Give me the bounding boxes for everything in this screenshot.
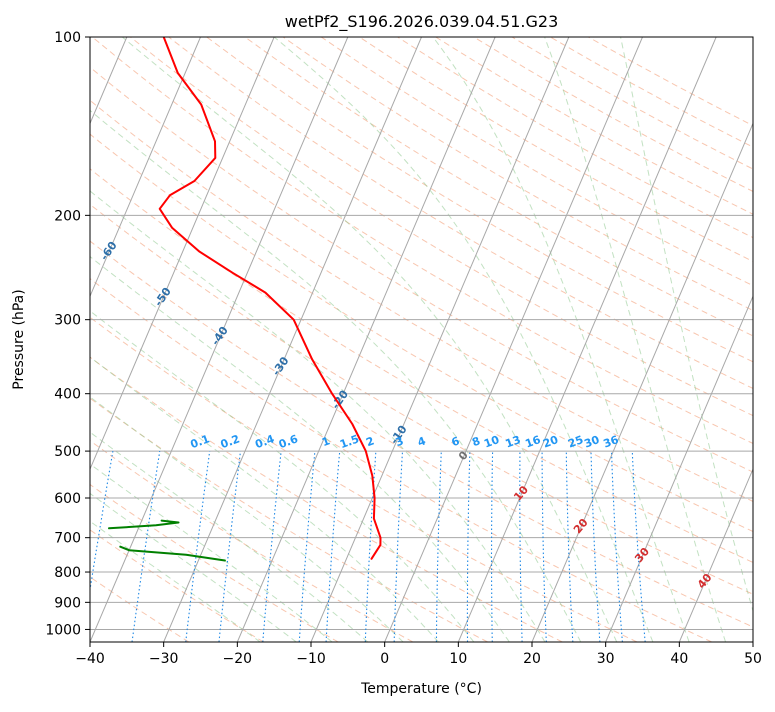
moist-adiabat-line bbox=[0, 37, 545, 642]
dry-adiabat-line bbox=[207, 37, 775, 642]
moist-adiabat-line bbox=[0, 150, 296, 642]
dry-adiabat-line bbox=[283, 37, 775, 642]
mixing-ratio-line bbox=[591, 451, 600, 642]
dry-adiabat-label: -80 bbox=[0, 145, 12, 169]
moist-adiabat-label: 30 bbox=[632, 545, 652, 565]
moist-adiabat-line bbox=[0, 37, 474, 642]
dry-adiabat-line bbox=[0, 37, 712, 642]
y-axis-title: Pressure (hPa) bbox=[11, 289, 27, 389]
x-tick-label: −40 bbox=[75, 651, 105, 667]
x-tick-label: 20 bbox=[523, 651, 541, 667]
mixing-ratio-label: 0.1 bbox=[189, 432, 212, 451]
y-tick-label: 1000 bbox=[45, 622, 81, 638]
dry-adiabat-line bbox=[0, 37, 775, 642]
dry-adiabat-line bbox=[0, 37, 338, 642]
x-axis-title: Temperature (°C) bbox=[360, 681, 482, 697]
dry-adiabat-label: -40 bbox=[209, 324, 231, 348]
x-tick-label: 30 bbox=[597, 651, 615, 667]
line-labels: -100-90-80-70-60-50-40-30-20-100.10.20.4… bbox=[0, 46, 715, 591]
moist-adiabat-line bbox=[433, 37, 689, 642]
mixing-ratio-line bbox=[436, 451, 441, 642]
moist-adiabat-line bbox=[545, 37, 726, 642]
mixing-ratio-line bbox=[566, 451, 573, 642]
x-tick-label: −30 bbox=[149, 651, 179, 667]
dry-adiabat-line bbox=[0, 37, 413, 642]
y-tick-label: 500 bbox=[54, 444, 81, 460]
mixing-ratio-line bbox=[467, 451, 470, 642]
mixing-ratio-line bbox=[365, 451, 376, 642]
y-tick-label: 200 bbox=[54, 208, 81, 224]
dry-adiabat-line bbox=[0, 37, 488, 642]
isotherm-line bbox=[385, 37, 643, 642]
dry-adiabat-line bbox=[588, 37, 775, 642]
mixing-ratio-line bbox=[612, 451, 623, 642]
dewpoint-profile-line bbox=[109, 521, 179, 529]
mixing-ratio-line bbox=[186, 451, 210, 642]
dry-adiabat-label: -20 bbox=[329, 388, 351, 412]
temperature-profile-line bbox=[160, 37, 381, 559]
sounding-profiles bbox=[0, 37, 381, 561]
background-lines bbox=[0, 37, 775, 642]
isotherm-line bbox=[753, 37, 775, 642]
dry-adiabat-label: -50 bbox=[152, 285, 174, 309]
mixing-ratio-label: 20 bbox=[541, 433, 560, 451]
x-tick-label: 0 bbox=[380, 651, 389, 667]
dry-adiabat-line bbox=[0, 37, 637, 642]
y-tick-label: 600 bbox=[54, 491, 81, 507]
moist-adiabat-line bbox=[122, 37, 616, 642]
moist-adiabat-label: 20 bbox=[571, 516, 591, 536]
mixing-ratio-line bbox=[299, 451, 315, 642]
mixing-ratio-label: 2 bbox=[364, 434, 376, 449]
y-tick-label: 100 bbox=[54, 30, 81, 46]
y-tick-label: 700 bbox=[54, 531, 81, 547]
axes: −40 −30 −20 −10 0 10 20 30 40 50 1000 900 800 700 600 5… bbox=[45, 30, 762, 667]
mixing-ratio-label: 13 bbox=[504, 433, 523, 450]
dry-adiabat-label: -30 bbox=[270, 354, 292, 378]
x-tick-label: 10 bbox=[449, 651, 467, 667]
dry-adiabat-line bbox=[359, 37, 775, 642]
x-tick-label: −20 bbox=[223, 651, 253, 667]
isotherm-line bbox=[237, 37, 495, 642]
isotherm-line bbox=[606, 37, 775, 642]
dry-adiabat-line bbox=[92, 37, 775, 642]
mixing-ratio-label: 0.6 bbox=[277, 432, 300, 451]
x-tick-label: −10 bbox=[296, 651, 326, 667]
dry-adiabat-label: -60 bbox=[98, 239, 120, 263]
mixing-ratio-label: 0.2 bbox=[219, 432, 242, 451]
mixing-ratio-line bbox=[219, 451, 241, 642]
isotherm-line bbox=[679, 37, 775, 642]
x-tick-label: 40 bbox=[670, 651, 688, 667]
mixing-ratio-label: 16 bbox=[523, 433, 542, 451]
moist-adiabat-line bbox=[7, 37, 581, 642]
moist-adiabat-label: 10 bbox=[511, 483, 531, 503]
y-tick-label: 800 bbox=[54, 565, 81, 581]
y-tick-label: 400 bbox=[54, 387, 81, 403]
chart-title: wetPf2_S196.2026.039.04.51.G23 bbox=[285, 12, 559, 32]
mixing-ratio-label: 0.4 bbox=[253, 432, 276, 451]
mixing-ratio-label: 4 bbox=[416, 434, 428, 449]
x-tick-label: 50 bbox=[744, 651, 762, 667]
moist-adiabat-line bbox=[274, 37, 653, 642]
y-tick-label: 900 bbox=[54, 595, 81, 611]
mixing-ratio-label: 8 bbox=[470, 434, 482, 449]
y-tick-label: 300 bbox=[54, 313, 81, 329]
mixing-ratio-line bbox=[492, 451, 493, 642]
mixing-ratio-line bbox=[82, 451, 113, 642]
mixing-ratio-label: 1 bbox=[320, 434, 332, 449]
mixing-ratio-label: 30 bbox=[582, 433, 601, 451]
dry-adiabat-line bbox=[0, 37, 189, 642]
dry-adiabat-line bbox=[245, 37, 775, 642]
dry-adiabat-label: -70 bbox=[48, 183, 70, 207]
dry-adiabat-line bbox=[436, 37, 775, 642]
isotherm-line bbox=[458, 37, 716, 642]
mixing-ratio-line bbox=[520, 451, 522, 642]
moist-adiabat-label: 40 bbox=[695, 571, 715, 591]
dewpoint-profile-line bbox=[0, 37, 75, 332]
dry-adiabat-line bbox=[0, 37, 562, 642]
